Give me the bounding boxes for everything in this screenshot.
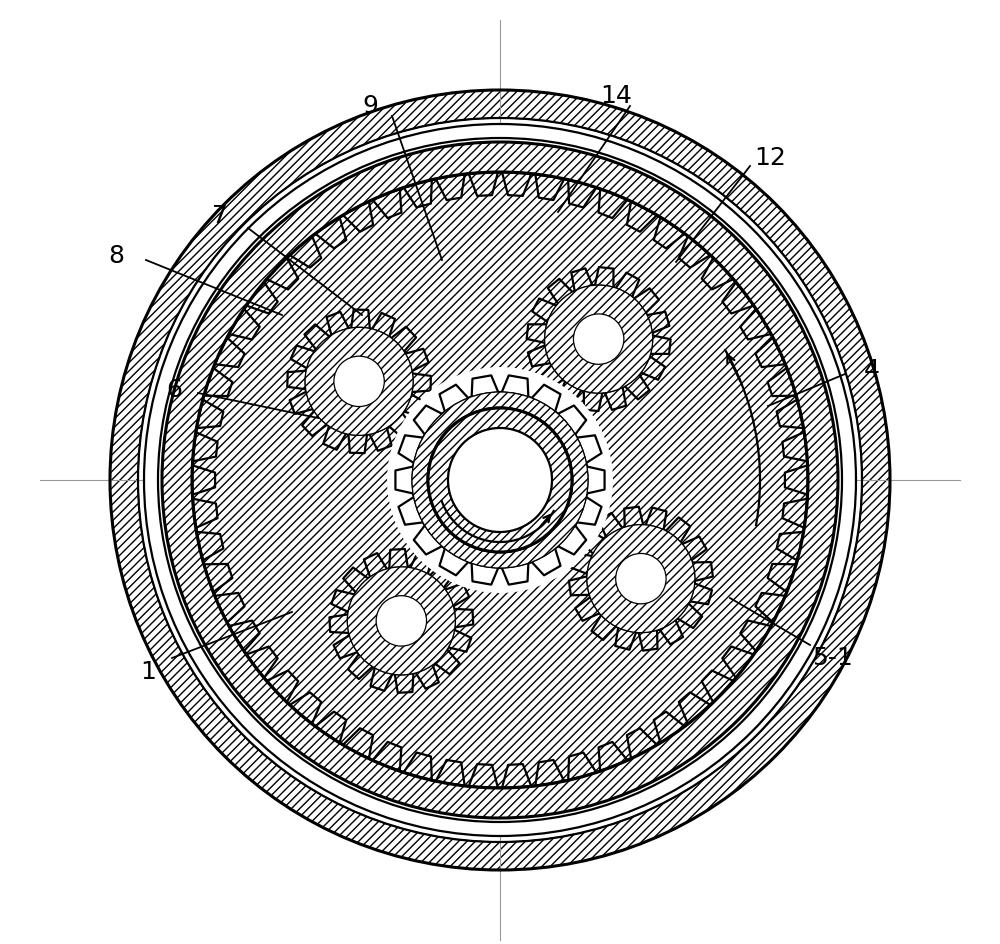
Text: 12: 12 [754,146,786,170]
Text: 7: 7 [212,204,228,228]
Text: 1: 1 [140,660,156,684]
Circle shape [587,525,695,632]
Circle shape [468,448,532,512]
Circle shape [387,367,613,593]
Text: 8: 8 [108,244,124,268]
Circle shape [334,356,384,407]
Circle shape [587,525,695,632]
Circle shape [545,285,653,393]
Circle shape [448,428,552,532]
Circle shape [428,408,572,552]
Text: 9: 9 [362,94,378,118]
Circle shape [545,285,653,393]
Wedge shape [428,408,572,552]
Circle shape [110,90,890,870]
Wedge shape [162,142,838,818]
Circle shape [144,124,856,836]
Circle shape [193,173,807,787]
Circle shape [616,553,666,604]
Circle shape [305,328,413,435]
Circle shape [412,392,588,568]
Wedge shape [110,90,890,870]
Circle shape [305,328,413,435]
Text: 5-1: 5-1 [812,646,852,670]
Circle shape [448,428,552,532]
Circle shape [347,567,455,675]
Circle shape [347,567,455,675]
Circle shape [573,314,624,364]
Text: 6: 6 [166,378,182,402]
Text: 14: 14 [600,84,632,108]
Circle shape [412,392,588,568]
Circle shape [376,596,427,646]
Text: 4: 4 [864,358,880,382]
